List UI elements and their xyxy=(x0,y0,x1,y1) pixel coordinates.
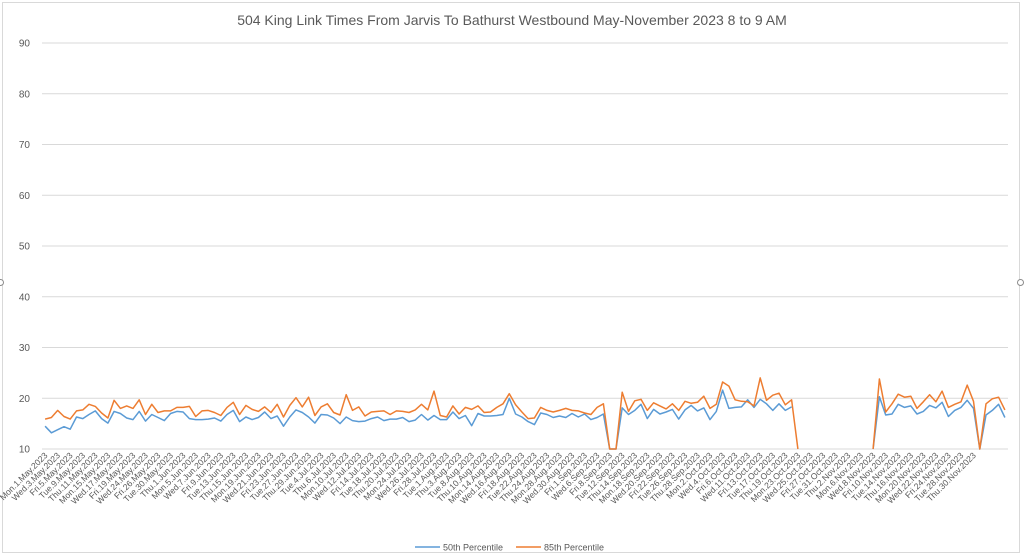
series-line-p85 xyxy=(44,377,1006,450)
y-tick-label: 50 xyxy=(19,242,31,253)
resize-handle-left[interactable] xyxy=(0,279,4,286)
x-axis-ticks: Mon.1.May.2023Wed.3.May.2023Fri.5.May.20… xyxy=(0,450,978,506)
legend: 50th Percentile 85th Percentile xyxy=(415,543,604,553)
y-tick-label: 80 xyxy=(19,89,31,100)
series-lines xyxy=(44,377,1006,450)
legend-label-p50: 50th Percentile xyxy=(443,543,503,553)
chart-title: 504 King Link Times From Jarvis To Bathu… xyxy=(237,12,787,28)
y-tick-label: 90 xyxy=(19,39,31,50)
gridlines xyxy=(42,42,1008,450)
y-tick-label: 20 xyxy=(19,394,31,405)
y-axis-ticks: 10 20 30 40 50 60 70 80 90 xyxy=(19,39,31,456)
legend-label-p85: 85th Percentile xyxy=(544,543,604,553)
y-tick-label: 60 xyxy=(19,191,31,202)
y-tick-label: 70 xyxy=(19,140,31,151)
series-line-p50 xyxy=(44,389,1006,450)
y-tick-label: 10 xyxy=(19,445,31,456)
y-tick-label: 40 xyxy=(19,292,31,303)
y-tick-label: 30 xyxy=(19,343,31,354)
